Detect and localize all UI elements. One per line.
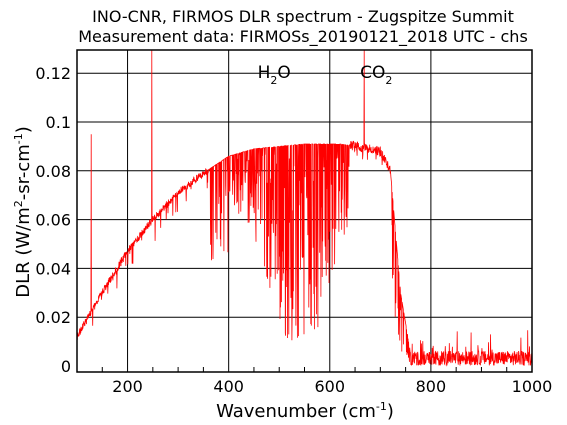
x-tick-label: 400 xyxy=(213,377,244,396)
y-tick-label: 0.1 xyxy=(46,113,71,132)
y-tick-label: 0.06 xyxy=(35,211,71,230)
y-tick-label: 0 xyxy=(61,357,71,376)
x-tick-label: 800 xyxy=(416,377,447,396)
y-axis-label-s2: -1 xyxy=(12,133,25,144)
x-tick-label: 600 xyxy=(315,377,346,396)
y-axis-label-p3: ) xyxy=(13,126,34,133)
dlr-series-line xyxy=(77,50,532,367)
x-axis-label-main: Wavenumber (cm xyxy=(216,401,376,422)
x-axis-label-sup: -1 xyxy=(376,400,387,413)
y-ticks: 0 0.02 0.04 0.06 0.08 0.1 0.12 xyxy=(35,64,71,376)
y-tick-label: 0.04 xyxy=(35,259,71,278)
x-ticks: 200 400 600 800 1000 xyxy=(101,367,553,396)
y-axis-label: DLR (W/m2-sr-cm-1) xyxy=(12,126,34,298)
x-tick-label: 200 xyxy=(112,377,143,396)
chart-title-line1: INO-CNR, FIRMOS DLR spectrum - Zugspitze… xyxy=(92,7,514,26)
y-axis-label-s1: 2 xyxy=(12,200,25,207)
y-tick-label: 0.12 xyxy=(35,64,71,83)
annotations: H2O CO2 xyxy=(258,63,393,87)
y-tick-label: 0.08 xyxy=(35,162,71,181)
x-tick-label: 1000 xyxy=(512,377,553,396)
x-axis-label: Wavenumber (cm-1) xyxy=(216,400,394,422)
y-tick-label: 0.02 xyxy=(35,308,71,327)
series-group xyxy=(77,50,532,367)
chart-title-line2: Measurement data: FIRMOSs_20190121_2018 … xyxy=(78,27,528,47)
y-axis-label-p2: -sr-cm xyxy=(13,144,34,200)
gas-annotation: CO2 xyxy=(360,63,392,87)
y-axis-label-p1: DLR (W/m xyxy=(13,207,34,298)
x-axis-label-end: ) xyxy=(387,401,394,422)
gas-annotation: H2O xyxy=(258,63,291,87)
